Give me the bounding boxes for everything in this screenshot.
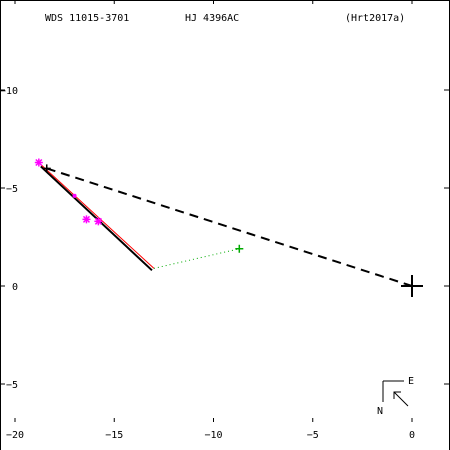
y-tick-label: −10 (0, 86, 18, 97)
header-ref: (Hrt2017a) (345, 13, 405, 24)
y-tick-label: 0 (12, 282, 18, 293)
y-tick-label: −5 (6, 184, 18, 195)
measure-point (82, 215, 90, 223)
x-tick-label: −20 (6, 430, 24, 441)
compass-east-label: E (408, 376, 414, 387)
compass-arrow-shaft (393, 391, 409, 407)
y-tick-labels: −10 −5 0 −5 (0, 86, 18, 391)
x-tick-label: 0 (409, 430, 415, 441)
measure-point (94, 217, 102, 225)
y-tick-label: −5 (6, 380, 18, 391)
residual-line (153, 248, 240, 269)
axis-ticks (0, 0, 449, 422)
x-tick-label: −15 (105, 430, 123, 441)
orbit-series (40, 164, 413, 287)
x-tick-label: −5 (307, 430, 319, 441)
measure-point (35, 158, 43, 167)
header-wds: WDS 11015-3701 (45, 13, 129, 24)
orbit-red-line (40, 164, 155, 269)
compass-north-label: N (377, 406, 383, 417)
dashed-line (46, 167, 413, 287)
compass: E N (377, 376, 414, 417)
measure-marks (34, 158, 423, 297)
x-tick-label: −10 (204, 430, 222, 441)
measure-point (72, 193, 77, 198)
x-tick-labels: −20 −15 −10 −5 0 (6, 430, 415, 441)
compass-arrow-head (393, 391, 401, 399)
header-name: HJ 4396AC (185, 13, 239, 24)
